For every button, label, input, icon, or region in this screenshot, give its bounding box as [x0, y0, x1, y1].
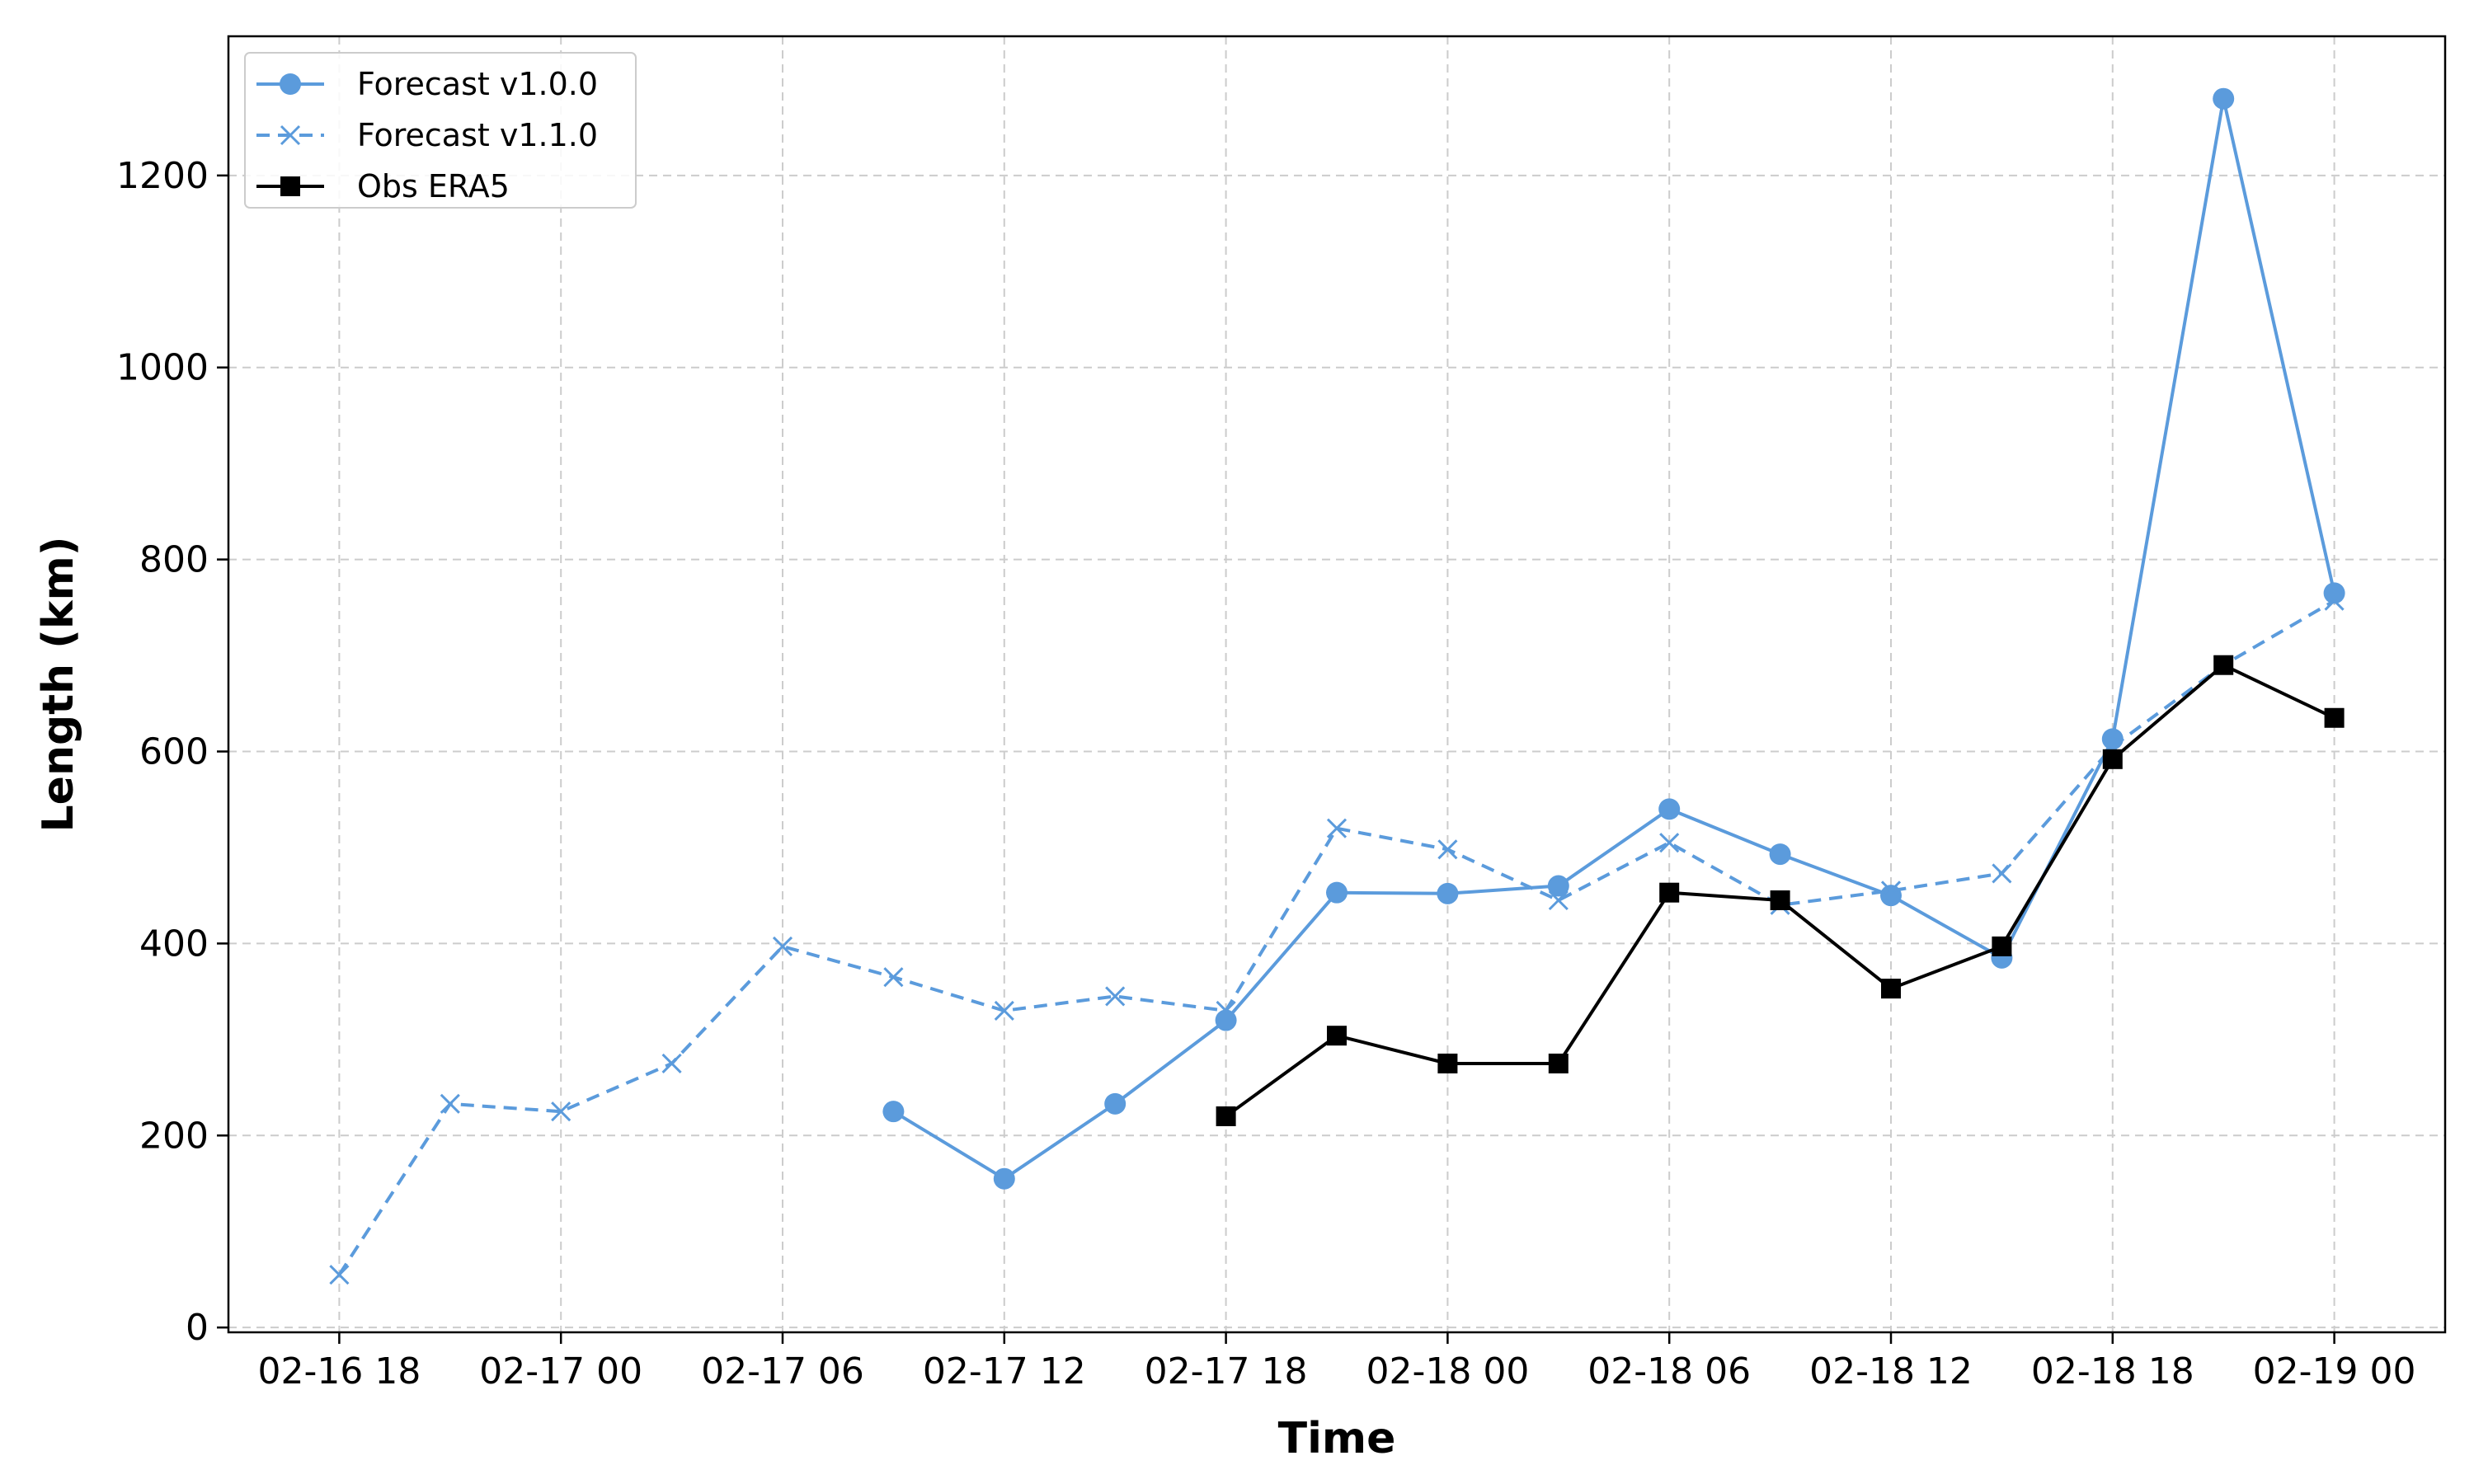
data-point — [1547, 875, 1569, 897]
grid-lines — [228, 36, 2445, 1332]
data-point — [1770, 890, 1790, 910]
series-layer — [329, 87, 2345, 1285]
legend-label: Obs ERA5 — [357, 168, 510, 204]
data-point — [993, 1167, 1015, 1190]
y-axis-ticks: 0 200 400 600 800 1000 1200 — [116, 155, 228, 1349]
data-point — [1326, 818, 1348, 838]
data-point — [1216, 1106, 1236, 1126]
data-point — [1659, 833, 1680, 853]
x-tick-label: 02-16 18 — [257, 1350, 421, 1392]
x-tick-label: 02-19 00 — [2253, 1350, 2416, 1392]
data-point — [1437, 882, 1459, 904]
y-axis-title: Length (km) — [34, 537, 83, 833]
legend-label: Forecast v1.1.0 — [357, 117, 598, 153]
data-point — [1105, 986, 1126, 1007]
y-tick-label: 1200 — [116, 155, 209, 197]
data-point — [1548, 890, 1569, 911]
legend-box — [244, 52, 637, 209]
data-point — [1992, 863, 2012, 884]
legend-item-1: Forecast v1.1.0 — [256, 117, 598, 153]
legend-sample-obs-era5 — [256, 176, 324, 196]
x-tick-label: 02-17 12 — [923, 1350, 1086, 1392]
data-point — [1327, 1026, 1347, 1046]
x-tick-label: 02-18 12 — [1809, 1350, 1973, 1392]
data-point — [882, 1101, 905, 1123]
legend-item-0: Forecast v1.0.0 — [256, 66, 598, 102]
data-point — [1215, 1009, 1237, 1031]
x-tick-label: 02-18 00 — [1366, 1350, 1529, 1392]
data-point — [2213, 87, 2235, 110]
y-tick-label: 200 — [139, 1115, 209, 1157]
data-point — [329, 1265, 350, 1285]
y-tick-label: 600 — [139, 731, 209, 773]
data-point — [994, 1000, 1014, 1021]
x-axis-title: Time — [1278, 1414, 1396, 1463]
data-point — [2102, 749, 2123, 769]
data-point — [1437, 1053, 1458, 1073]
x-tick-label: 02-18 18 — [2031, 1350, 2194, 1392]
legend-sample-forecast-v110 — [256, 124, 324, 146]
data-point — [1658, 798, 1681, 820]
data-point — [1881, 979, 1901, 999]
data-point — [1104, 1092, 1126, 1115]
x-tick-label: 02-18 06 — [1587, 1350, 1751, 1392]
plot-frame — [227, 35, 2447, 1334]
series-line — [892, 96, 2336, 1181]
data-point — [772, 936, 793, 956]
y-tick-label: 400 — [139, 923, 209, 965]
data-point — [440, 1093, 460, 1114]
series-1 — [329, 590, 2345, 1285]
y-tick-label: 1000 — [116, 347, 209, 389]
legend: Forecast v1.0.0 Forecast v1.1.0 Obs ERA5 — [244, 52, 637, 209]
data-point — [1548, 1053, 1569, 1073]
x-tick-label: 02-17 00 — [479, 1350, 642, 1392]
data-point — [883, 967, 904, 988]
data-point — [1769, 843, 1791, 866]
data-point — [2323, 582, 2345, 604]
data-point — [1992, 936, 2012, 956]
data-point — [2324, 590, 2345, 611]
data-point — [1437, 839, 1458, 860]
legend-item-2: Obs ERA5 — [256, 168, 510, 204]
data-point — [1880, 881, 1902, 901]
data-point — [661, 1053, 682, 1074]
x-tick-label: 02-17 06 — [701, 1350, 864, 1392]
data-point — [2324, 707, 2345, 728]
y-tick-label: 800 — [139, 539, 209, 581]
series-line — [337, 599, 2335, 1276]
series-0 — [882, 87, 2345, 1190]
legend-marker — [280, 176, 300, 196]
data-point — [1326, 881, 1348, 904]
x-axis-ticks: 02-16 18 02-17 00 02-17 06 02-17 12 02-17 18… — [257, 1332, 2416, 1392]
x-tick-label: 02-17 18 — [1145, 1350, 1308, 1392]
data-point — [2213, 655, 2234, 675]
data-point — [1659, 882, 1680, 903]
legend-label: Forecast v1.0.0 — [357, 66, 598, 102]
data-point — [1216, 1000, 1236, 1021]
data-point — [551, 1101, 571, 1122]
y-tick-label: 0 — [186, 1307, 209, 1349]
legend-sample-forecast-v100 — [256, 73, 324, 95]
legend-marker — [280, 73, 301, 95]
series-2 — [1216, 655, 2345, 1126]
legend-marker — [280, 124, 301, 146]
